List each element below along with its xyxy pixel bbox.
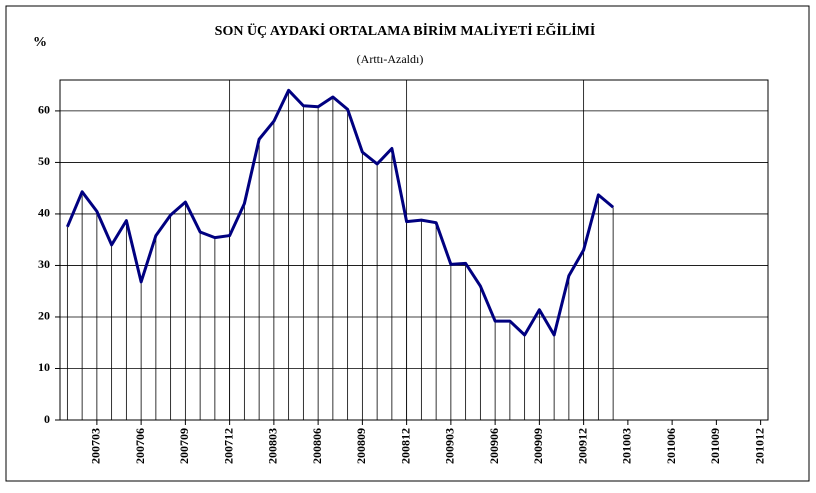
x-tick-label: 200803	[266, 428, 280, 464]
x-tick-label: 200903	[443, 428, 457, 464]
y-tick-label: 50	[38, 154, 50, 168]
x-tick-label: 200909	[531, 428, 545, 464]
chart-border	[5, 5, 810, 482]
x-tick-label: 200812	[398, 428, 412, 464]
x-tick-label: 200806	[310, 428, 324, 464]
y-tick-label: 10	[38, 360, 50, 374]
y-axis-label: %	[33, 35, 47, 50]
x-tick-label: 200703	[89, 428, 103, 464]
y-tick-label: 60	[38, 103, 50, 117]
x-tick-label: 200712	[221, 428, 235, 464]
x-tick-label: 201006	[664, 428, 678, 464]
y-tick-label: 20	[38, 309, 50, 323]
chart-title: SON ÜÇ AYDAKİ ORTALAMA BİRİM MALİYETİ EĞ…	[215, 22, 596, 39]
x-tick-label: 200906	[487, 428, 501, 464]
x-tick-label: 200709	[177, 428, 191, 464]
x-tick-label: 200809	[354, 428, 368, 464]
x-tick-label: 200706	[133, 428, 147, 464]
x-tick-label: 201012	[752, 428, 766, 464]
x-tick-label: 200912	[575, 428, 589, 464]
y-tick-label: 0	[44, 412, 50, 426]
y-tick-label: 30	[38, 257, 50, 271]
x-tick-label: 201009	[708, 428, 722, 464]
y-tick-label: 40	[38, 206, 50, 220]
chart-subtitle: (Arttı-Azaldı)	[357, 52, 424, 66]
x-tick-label: 201003	[620, 428, 634, 464]
series-line	[65, 88, 615, 337]
